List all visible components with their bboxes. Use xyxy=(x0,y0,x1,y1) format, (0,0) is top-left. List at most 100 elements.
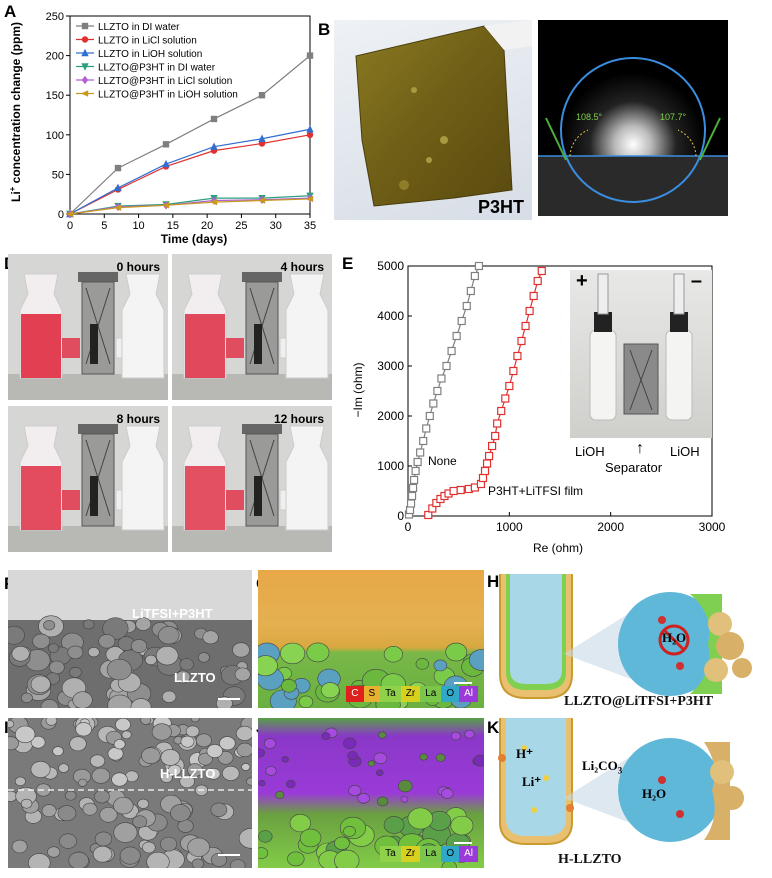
panel-label-h: H xyxy=(487,572,500,591)
f-grain xyxy=(8,625,25,645)
legend-marker xyxy=(80,90,89,97)
j-speck xyxy=(357,793,370,804)
j-grain xyxy=(289,814,311,833)
j-speck xyxy=(375,769,384,777)
j-legend-la: La xyxy=(420,846,442,862)
e-plus: + xyxy=(576,270,588,292)
j-grain xyxy=(334,836,350,850)
data-point xyxy=(484,451,494,461)
series-line xyxy=(69,55,311,215)
data-point xyxy=(429,399,438,408)
f-grain xyxy=(197,652,210,663)
i-rough-grain xyxy=(195,733,212,748)
j-grain xyxy=(258,847,269,859)
j-speck xyxy=(258,748,265,758)
x-tick-label: 3000 xyxy=(699,520,726,534)
data-point xyxy=(497,406,506,416)
g-legend-al: Al xyxy=(459,686,478,702)
j-speck xyxy=(347,751,358,761)
g-grain xyxy=(280,642,306,665)
i-rough-grain xyxy=(140,718,152,725)
data-point xyxy=(449,486,458,496)
j-grain xyxy=(334,849,360,868)
g-grain xyxy=(320,682,340,699)
chart-a-ylabel: Li+ concentration change (ppm) xyxy=(8,22,23,202)
photo-contact-angle: 108.5° 107.7° P3HT xyxy=(538,20,728,216)
d-red-solution xyxy=(21,466,61,530)
legend-j: Ta Zr La O Al xyxy=(380,846,478,862)
e-inset-separator: Separator xyxy=(605,460,663,475)
data-point xyxy=(422,424,431,433)
d-separator xyxy=(254,324,262,364)
j-speck xyxy=(419,753,428,761)
i-rough-grain xyxy=(111,772,128,787)
x-tick-label: 25 xyxy=(235,220,247,232)
chart-e: Re (ohm) −Im (ohm) None P3HT+LiTFSI film… xyxy=(351,259,726,555)
i-grain xyxy=(41,804,57,817)
e-inset-lioh-right: LiOH xyxy=(670,444,700,459)
series-line xyxy=(69,197,311,215)
x-tick-label: 30 xyxy=(270,220,282,232)
y-tick-label: 1000 xyxy=(377,459,404,473)
i-rough-grain xyxy=(115,718,131,732)
i-rough-grain xyxy=(75,722,92,737)
data-point xyxy=(501,394,510,403)
i-rough-grain xyxy=(45,718,58,726)
i-grain xyxy=(170,804,191,822)
k-hplus: H⁺ xyxy=(516,746,533,761)
i-rough-grain xyxy=(15,725,36,744)
i-rough-grain xyxy=(185,725,200,738)
chart-a-xlabel: Time (days) xyxy=(161,232,227,246)
f-scale-bar xyxy=(218,698,240,700)
photo-p3ht-film: P3HT xyxy=(334,20,532,220)
data-point xyxy=(65,210,74,218)
d-separator xyxy=(90,476,98,516)
i-grain xyxy=(187,837,210,857)
e-minus: – xyxy=(690,270,702,292)
data-point xyxy=(408,483,418,493)
d-label-0h: 0 hours xyxy=(116,260,160,274)
j-speck xyxy=(265,766,277,776)
j-speck xyxy=(343,737,357,749)
data-point xyxy=(406,499,416,508)
f-grain xyxy=(161,690,177,703)
e-inset-lioh-left: LiOH xyxy=(575,444,605,459)
data-point xyxy=(491,431,500,441)
i-grain xyxy=(191,858,205,868)
i-rough-grain xyxy=(187,763,203,777)
x-tick-label: 2000 xyxy=(597,520,624,534)
chart-a: Time (days) Li+ concentration change (pp… xyxy=(8,11,316,246)
j-speck xyxy=(275,791,285,799)
i-grain xyxy=(230,859,246,868)
data-point xyxy=(258,134,266,142)
data-point xyxy=(416,448,425,457)
chart-e-ylabel: −Im (ohm) xyxy=(351,362,365,417)
d-clamp-top xyxy=(78,424,118,434)
d-label-4h: 4 hours xyxy=(280,260,324,274)
i-grain xyxy=(11,839,28,854)
data-point xyxy=(480,466,490,476)
i-grain xyxy=(119,846,141,865)
g-grain xyxy=(468,649,484,671)
i-grain xyxy=(64,790,77,801)
chart-a-frame xyxy=(69,15,311,215)
g-legend-zr: Zr xyxy=(400,686,421,702)
data-point xyxy=(509,366,518,376)
f-grain xyxy=(43,620,56,631)
g-legend-ta: Ta xyxy=(380,686,401,702)
x-tick-label: 1000 xyxy=(496,520,523,534)
f-grain xyxy=(72,691,93,708)
chart-e-annot-none: None xyxy=(428,454,457,468)
d-red-arm xyxy=(226,490,244,510)
g-legend-s: S xyxy=(363,686,381,702)
i-rough-grain xyxy=(141,747,161,764)
j-speck xyxy=(348,785,362,797)
angle-left: 108.5° xyxy=(576,112,603,122)
x-tick-label: 0 xyxy=(405,520,412,534)
photo-c-label: P3HT xyxy=(671,26,718,46)
d-red-arm xyxy=(62,490,80,510)
legend-marker xyxy=(81,22,89,30)
legend-entry: LLZTO@P3HT in DI water xyxy=(98,63,216,74)
data-point xyxy=(161,202,170,209)
d-tile-4h: 4 hours xyxy=(172,254,332,400)
